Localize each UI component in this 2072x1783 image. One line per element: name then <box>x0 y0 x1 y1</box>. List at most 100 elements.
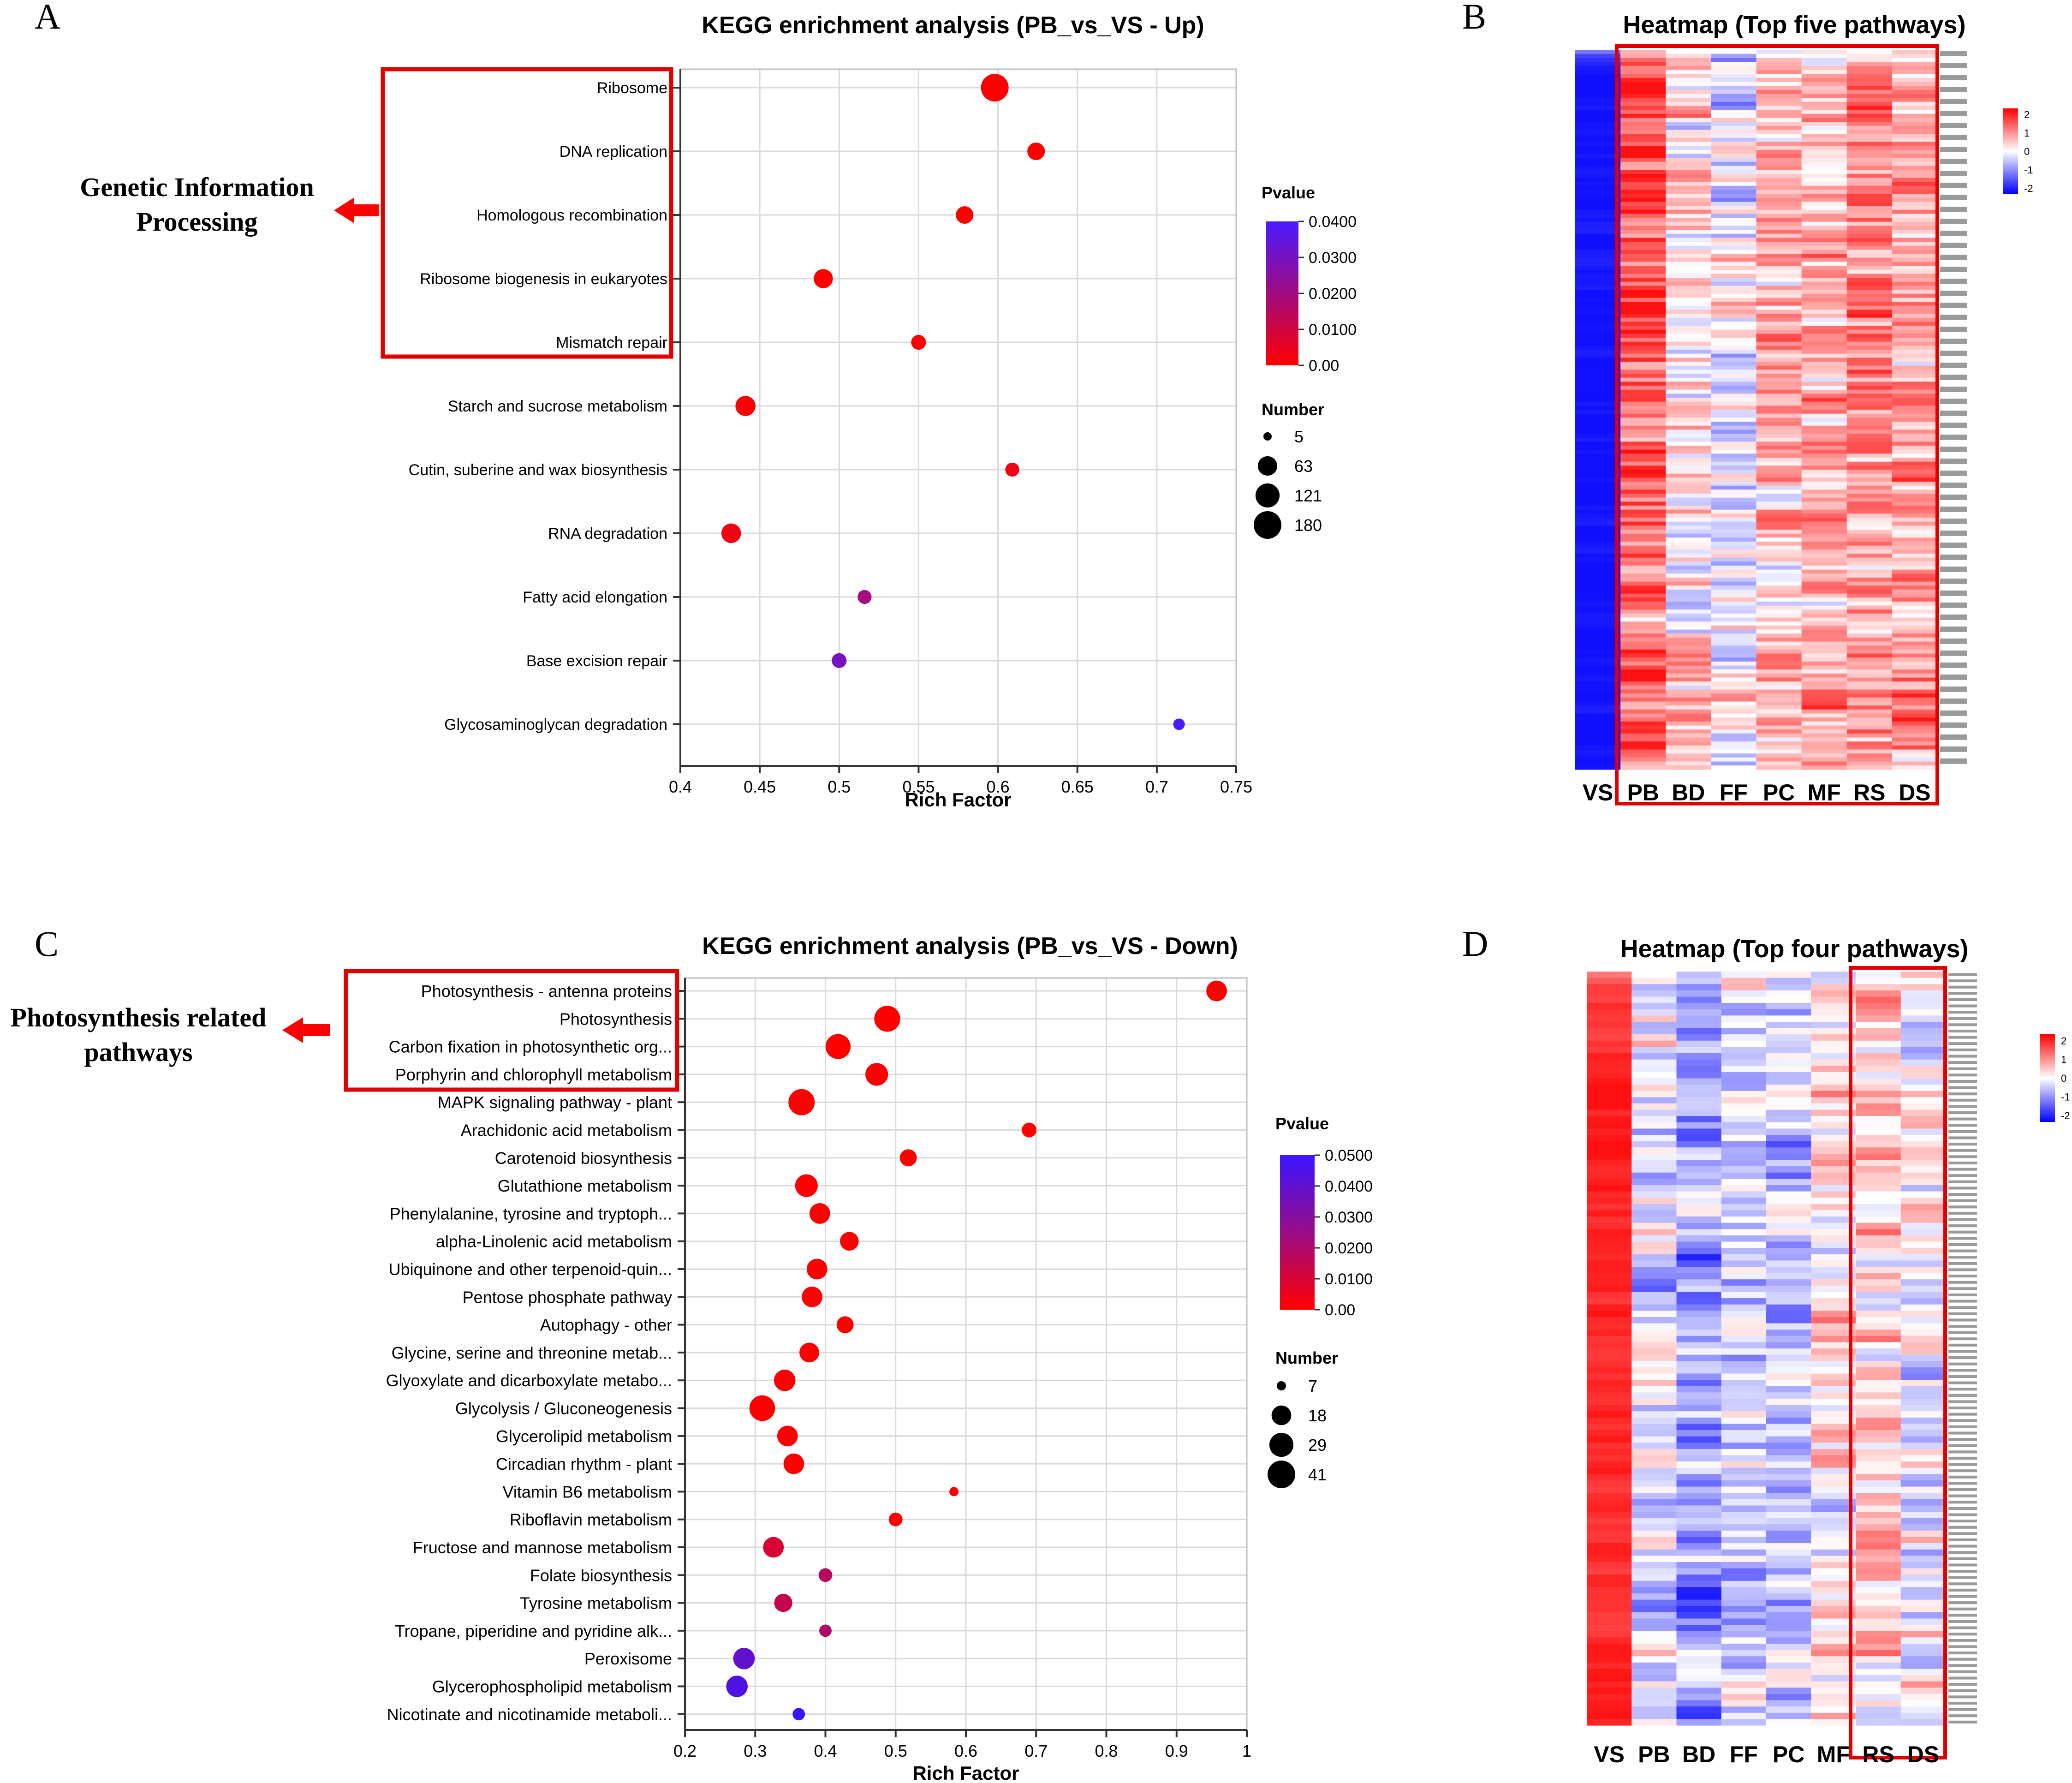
heatmap-cell <box>1721 1292 1767 1299</box>
heatmap-cell <box>1856 1392 1901 1399</box>
heatmap-cell <box>1666 581 1711 586</box>
heatmap-cell <box>1900 1361 1946 1368</box>
heatmap-cell <box>1676 1587 1722 1594</box>
heatmap-cell <box>1711 749 1757 754</box>
heatmap-cell <box>1575 154 1621 158</box>
heatmap-cell <box>1575 353 1621 358</box>
heatmap-cell <box>1846 94 1893 98</box>
heatmap-cell <box>1666 190 1711 194</box>
heatmap-cell <box>1801 626 1847 630</box>
row-label-mark <box>1948 1042 1977 1045</box>
heatmap-cell <box>1666 197 1711 202</box>
heatmap-cell <box>1856 1599 1901 1606</box>
heatmap-cell <box>1676 1241 1722 1248</box>
heatmap-cell <box>1846 113 1893 118</box>
heatmap-cell <box>1676 1235 1722 1242</box>
heatmap-cell <box>1892 254 1938 258</box>
heatmap-cell <box>1892 417 1938 422</box>
heatmap-cell <box>1676 1549 1722 1556</box>
row-label-mark <box>1948 1149 1977 1152</box>
heatmap-cell <box>1846 166 1893 170</box>
heatmap-cell <box>1900 1147 1946 1154</box>
heatmap-cell <box>1711 722 1757 726</box>
heatmap-cell <box>1711 158 1757 162</box>
heatmap-cell <box>1587 1505 1632 1512</box>
heatmap-cell <box>1631 1254 1677 1261</box>
heatmap-cell <box>1666 417 1711 422</box>
heatmap-cell <box>1676 1066 1722 1073</box>
heatmap-cell <box>1756 449 1802 454</box>
heatmap-cell <box>1587 1625 1632 1632</box>
heatmap-cell <box>1846 533 1893 538</box>
heatmap-cell <box>1587 1675 1632 1682</box>
row-label-mark <box>1948 1067 1977 1070</box>
heatmap-cell <box>1811 1669 1857 1676</box>
heatmap-cell <box>1620 657 1666 662</box>
heatmap-cell <box>1801 681 1847 686</box>
row-label-mark <box>1940 387 1967 392</box>
heatmap-cell <box>1631 1662 1677 1670</box>
heatmap-cell <box>1721 1336 1767 1342</box>
heatmap-column-label: VS <box>1583 780 1614 805</box>
heatmap-cell <box>1620 662 1666 666</box>
heatmap-cell <box>1892 118 1938 122</box>
heatmap-cell <box>1856 1354 1901 1361</box>
heatmap-cell <box>1575 142 1621 146</box>
heatmap-cell <box>1892 329 1938 334</box>
heatmap-cell <box>1756 422 1802 426</box>
row-label-mark <box>1940 111 1967 116</box>
heatmap-cell <box>1756 745 1802 750</box>
heatmap-cell <box>1620 82 1666 86</box>
heatmap-cell <box>1892 710 1938 714</box>
heatmap-cell <box>1766 1443 1811 1449</box>
heatmap-cell <box>1846 78 1893 82</box>
row-label-mark <box>1940 159 1967 164</box>
heatmap-cell <box>1801 549 1847 554</box>
heatmap-cell <box>1575 346 1621 350</box>
row-label-mark <box>1948 1079 1977 1083</box>
heatmap-cell <box>1587 1311 1632 1318</box>
heatmap-cell <box>1587 1248 1632 1255</box>
row-label-mark <box>1948 1601 1977 1604</box>
heatmap-cell <box>1811 1298 1857 1305</box>
heatmap-cell <box>1575 557 1621 562</box>
heatmap-cell <box>1756 509 1802 514</box>
heatmap-cell <box>1801 302 1847 306</box>
heatmap-cell <box>1587 1172 1632 1179</box>
heatmap-cell <box>1666 170 1711 174</box>
heatmap-cell <box>1587 1298 1632 1305</box>
heatmap-cell <box>1631 1229 1677 1236</box>
heatmap-cell <box>1620 158 1666 162</box>
heatmap-cell <box>1892 238 1938 242</box>
heatmap-cell <box>1666 389 1711 394</box>
heatmap-cell <box>1631 1424 1677 1431</box>
heatmap-cell <box>1846 602 1893 606</box>
heatmap-cell <box>1846 482 1893 486</box>
heatmap-cell <box>1587 1443 1632 1449</box>
heatmap-cell <box>1666 605 1711 610</box>
heatmap-cell <box>1766 1021 1811 1029</box>
heatmap-cell <box>1620 329 1666 334</box>
heatmap-cell <box>1846 353 1893 358</box>
heatmap-cell <box>1892 470 1938 474</box>
heatmap-column-label: PC <box>1763 780 1795 805</box>
heatmap-cell <box>1620 341 1666 346</box>
heatmap-cell <box>1575 458 1621 462</box>
heatmap-cell <box>1892 566 1938 570</box>
heatmap-cell <box>1666 322 1711 326</box>
heatmap-cell <box>1846 346 1893 350</box>
heatmap-cell <box>1892 125 1938 130</box>
row-label-mark <box>1948 1350 1977 1353</box>
row-label-mark <box>1940 267 1967 272</box>
y-category-label: Autophagy - other <box>540 1316 672 1335</box>
heatmap-cell <box>1631 1361 1677 1368</box>
heatmap-cell <box>1666 537 1711 542</box>
heatmap-cell <box>1587 1342 1632 1349</box>
heatmap-cell <box>1676 1361 1722 1368</box>
heatmap-cell <box>1756 257 1802 262</box>
heatmap-cell <box>1756 566 1802 570</box>
heatmap-cell <box>1756 398 1802 402</box>
heatmap-cell <box>1846 737 1893 742</box>
heatmap-cell <box>1721 1380 1767 1387</box>
heatmap-cell <box>1856 1543 1901 1550</box>
